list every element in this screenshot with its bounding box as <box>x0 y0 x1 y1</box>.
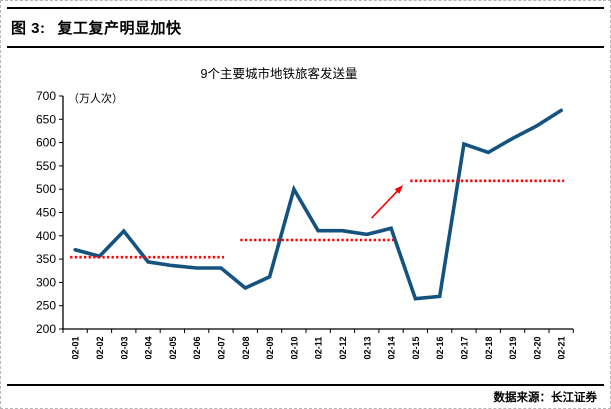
y-tick-label: 500 <box>36 182 56 196</box>
x-tick-label: 02-12 <box>338 336 348 359</box>
x-tick-label: 02-14 <box>387 336 397 359</box>
trend-arrow-shaft <box>371 189 399 219</box>
x-axis: 02-01 02-02 02-03 02-04 02-05 02-06 02-07 02-08… <box>62 329 574 360</box>
x-tick-label: 02-02 <box>95 336 105 359</box>
x-tick-label: 02-06 <box>192 336 202 359</box>
y-tick-label: 400 <box>36 229 56 243</box>
y-tick-label: 250 <box>36 299 56 313</box>
x-tick-label: 02-21 <box>557 336 567 359</box>
x-tick-label: 02-10 <box>289 336 299 359</box>
y-tick-label: 600 <box>36 136 56 150</box>
y-axis: 200 250 300 350 400 450 500 550 600 650 700 <box>36 89 63 336</box>
data-series-line <box>73 108 564 301</box>
y-tick-label: 300 <box>36 275 56 289</box>
data-source: 数据来源：长江证券 <box>493 392 598 404</box>
y-axis-unit-label: （万人次） <box>68 91 123 105</box>
y-tick-label: 450 <box>36 206 56 220</box>
bottom-rule <box>7 384 604 386</box>
x-tick-label: 02-19 <box>508 336 518 359</box>
x-tick-label: 02-16 <box>435 336 445 359</box>
x-tick-label: 02-07 <box>216 336 226 359</box>
x-tick-label: 02-17 <box>459 336 469 359</box>
y-tick-label: 550 <box>36 159 56 173</box>
axis-line <box>62 96 574 330</box>
x-tick-label: 02-04 <box>144 336 154 359</box>
x-tick-label: 02-15 <box>411 336 421 359</box>
y-tick-label: 650 <box>36 112 56 126</box>
x-tick-label: 02-08 <box>241 336 251 359</box>
figure-title: 复工复产明显加快 <box>57 20 182 37</box>
x-tick-label: 02-01 <box>71 336 81 359</box>
x-tick-label: 02-13 <box>362 336 372 359</box>
x-tick-label: 02-18 <box>484 336 494 359</box>
line-chart: 9个主要城市地铁旅客发送量 （万人次） 200 250 300 350 400 450 50… <box>36 66 574 360</box>
trend-arrow-head <box>394 185 404 194</box>
x-tick-label: 02-09 <box>265 336 275 359</box>
header-divider-rule <box>7 46 604 48</box>
axes <box>62 96 574 330</box>
figure-label: 图 3: <box>11 20 46 37</box>
x-tick-label: 02-03 <box>119 336 129 359</box>
y-tick-label: 200 <box>36 322 56 336</box>
top-rule <box>7 7 604 9</box>
x-tick-label: 02-11 <box>314 337 324 360</box>
data-series <box>73 108 564 301</box>
y-tick-label: 700 <box>36 89 56 103</box>
figure-header: 图 3: 复工复产明显加快 <box>11 17 600 38</box>
x-tick-label: 02-05 <box>168 336 178 359</box>
chart-title: 9个主要城市地铁旅客发送量 <box>201 66 358 81</box>
x-tick-label: 02-20 <box>532 336 542 359</box>
y-tick-label: 350 <box>36 252 56 266</box>
annotations <box>70 179 565 259</box>
